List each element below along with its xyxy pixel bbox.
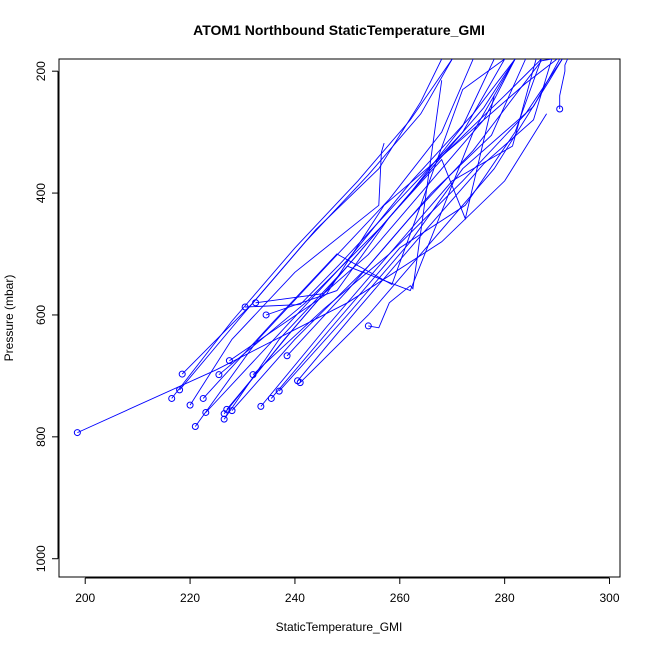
series-line-18 xyxy=(229,59,558,362)
data-point xyxy=(283,352,291,360)
data-point xyxy=(225,357,233,365)
data-point xyxy=(275,387,283,395)
series-line-2 xyxy=(171,59,453,399)
y-tick-label: 1000 xyxy=(34,545,48,572)
series-line-1 xyxy=(77,113,547,434)
data-point xyxy=(202,408,210,416)
data-point xyxy=(168,394,176,402)
series-line-6 xyxy=(189,142,385,406)
series-line-20 xyxy=(245,59,506,308)
data-point xyxy=(267,394,275,402)
series-line-15 xyxy=(299,59,563,383)
y-tick-label: 800 xyxy=(34,427,48,447)
data-point xyxy=(252,299,260,307)
series-line-9 xyxy=(205,59,516,413)
y-tick-label: 200 xyxy=(34,61,48,81)
y-tick-label: 400 xyxy=(34,183,48,203)
data-point xyxy=(220,415,228,423)
x-tick-label: 200 xyxy=(75,591,95,605)
data-point xyxy=(364,322,372,330)
series-layer xyxy=(73,59,569,437)
data-point xyxy=(262,311,270,319)
plot-frame xyxy=(58,58,621,578)
data-point xyxy=(215,371,223,379)
x-tick-label: 220 xyxy=(180,591,200,605)
x-tick-label: 300 xyxy=(599,591,619,605)
data-point xyxy=(296,379,304,387)
series-line-17 xyxy=(218,59,542,376)
x-tick-label: 260 xyxy=(390,591,410,605)
series-line-24 xyxy=(202,59,505,399)
series-line-5 xyxy=(194,59,474,427)
data-point xyxy=(199,394,207,402)
data-point xyxy=(178,370,186,378)
series-line-14 xyxy=(297,59,553,382)
data-point xyxy=(556,105,564,113)
series-line-4 xyxy=(181,59,443,375)
x-axis-label: StaticTemperature_GMI xyxy=(276,620,403,634)
data-point xyxy=(257,402,265,410)
series-line-25 xyxy=(223,59,516,414)
x-axis: 200 220 240 260 280 300 xyxy=(75,577,620,605)
series-line-12 xyxy=(270,59,542,399)
y-axis-label: Pressure (mbar) xyxy=(2,275,16,362)
data-point xyxy=(176,386,184,394)
chart-title: ATOM1 Northbound StaticTemperature_GMI xyxy=(193,22,485,38)
x-tick-label: 240 xyxy=(285,591,305,605)
series-line-26 xyxy=(559,59,569,109)
data-point xyxy=(220,410,228,418)
series-line-23 xyxy=(368,80,443,329)
data-point xyxy=(241,303,249,311)
data-point xyxy=(191,422,199,430)
series-line-11 xyxy=(260,59,537,407)
series-line-16 xyxy=(286,59,552,357)
y-axis: 200 400 600 800 1000 xyxy=(34,61,59,572)
series-line-3 xyxy=(179,59,453,391)
series-line-22 xyxy=(265,95,495,316)
data-point xyxy=(186,401,194,409)
data-point xyxy=(73,429,81,437)
x-tick-label: 280 xyxy=(495,591,515,605)
series-line-10 xyxy=(231,59,527,411)
y-tick-label: 600 xyxy=(34,305,48,325)
series-line-21 xyxy=(255,59,516,304)
data-point xyxy=(228,407,236,415)
series-line-19 xyxy=(252,59,563,376)
